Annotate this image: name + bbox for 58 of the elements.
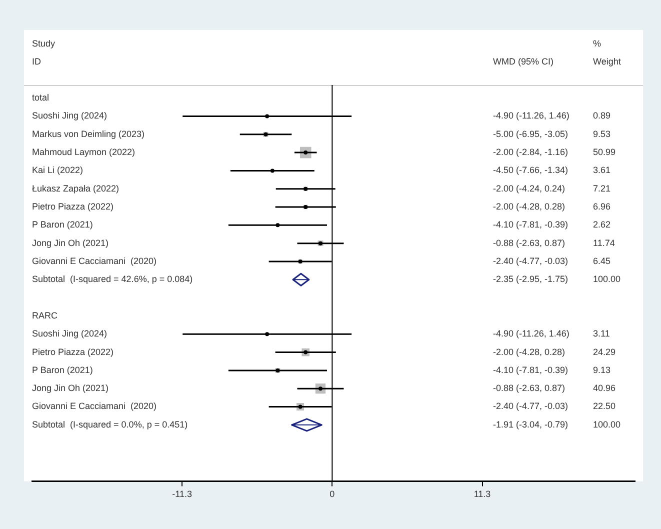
x-tick-label: 11.3 xyxy=(474,489,491,500)
annotation: 100.00 xyxy=(593,274,621,284)
y-tick-label: Subtotal (I-squared = 42.6%, p = 0.084) xyxy=(32,274,193,284)
annotation: 3.61 xyxy=(593,165,611,176)
y-tick-label: Giovanni E Cacciamani (2020) xyxy=(32,256,157,266)
x-tick-label: 0 xyxy=(330,489,335,500)
annotation: 9.13 xyxy=(593,364,611,375)
annotation: -4.90 (-11.26, 1.46) xyxy=(493,110,570,121)
y-tick-label: Kai Li (2022) xyxy=(32,165,84,176)
annotation: -0.88 (-2.63, 0.87) xyxy=(493,238,566,248)
annotation: -2.40 (-4.77, -0.03) xyxy=(493,256,568,266)
y-tick-label: total xyxy=(32,92,50,103)
annotation: 22.50 xyxy=(593,401,616,412)
annotation: 24.29 xyxy=(593,346,616,357)
annotation: 9.53 xyxy=(593,128,611,139)
text: WMD (95% CI) xyxy=(493,56,554,66)
annotation: 3.11 xyxy=(593,328,610,339)
text: Weight xyxy=(593,56,622,66)
annotation: -2.00 (-2.84, -1.16) xyxy=(493,147,568,158)
y-tick-label: Suoshi Jing (2024) xyxy=(32,110,108,121)
text: ID xyxy=(32,56,42,66)
annotation: 6.45 xyxy=(593,256,611,266)
annotation: 50.99 xyxy=(593,147,616,158)
y-tick-label: Subtotal (I-squared = 0.0%, p = 0.451) xyxy=(32,419,188,430)
annotation: -0.88 (-2.63, 0.87) xyxy=(493,383,566,394)
annotation: -4.50 (-7.66, -1.34) xyxy=(493,165,568,176)
x-tick-label: -11.3 xyxy=(172,489,192,500)
annotation: -2.00 (-4.28, 0.28) xyxy=(493,202,566,212)
annotation: -2.40 (-4.77, -0.03) xyxy=(493,401,568,412)
y-tick-label: Jong Jin Oh (2021) xyxy=(32,383,109,394)
annotation: -4.10 (-7.81, -0.39) xyxy=(493,220,568,230)
y-tick-label: Pietro Piazza (2022) xyxy=(32,202,114,212)
annotation: 40.96 xyxy=(593,383,616,394)
annotation: 0.89 xyxy=(593,110,611,121)
text: % xyxy=(593,38,602,48)
annotation: -2.00 (-4.24, 0.24) xyxy=(493,183,566,194)
annotation: 100.00 xyxy=(593,419,621,430)
annotation: -2.00 (-4.28, 0.28) xyxy=(493,346,566,357)
annotation: -4.10 (-7.81, -0.39) xyxy=(493,364,568,375)
y-tick-label: Giovanni E Cacciamani (2020) xyxy=(32,401,157,412)
y-tick-label: Markus von Deimling (2023) xyxy=(32,128,145,139)
annotation: 11.74 xyxy=(593,238,615,248)
y-tick-label: Jong Jin Oh (2021) xyxy=(32,238,109,248)
text: Study xyxy=(32,38,56,48)
y-tick-label: Pietro Piazza (2022) xyxy=(32,346,114,357)
y-tick-label: Suoshi Jing (2024) xyxy=(32,328,108,339)
annotation: -2.35 (-2.95, -1.75) xyxy=(493,274,568,284)
y-tick-label: Mahmoud Laymon (2022) xyxy=(32,147,136,158)
annotation: -5.00 (-6.95, -3.05) xyxy=(493,128,568,139)
y-tick-label: RARC xyxy=(32,310,58,320)
annotation: 7.21 xyxy=(593,183,611,194)
y-tick-label: P Baron (2021) xyxy=(32,220,93,230)
annotation: 6.96 xyxy=(593,202,611,212)
annotation: -1.91 (-3.04, -0.79) xyxy=(493,419,568,430)
y-tick-label: P Baron (2021) xyxy=(32,364,93,375)
annotation: 2.62 xyxy=(593,220,611,230)
annotation: -4.90 (-11.26, 1.46) xyxy=(493,328,570,339)
y-tick-label: Łukasz Zapała (2022) xyxy=(32,183,120,194)
